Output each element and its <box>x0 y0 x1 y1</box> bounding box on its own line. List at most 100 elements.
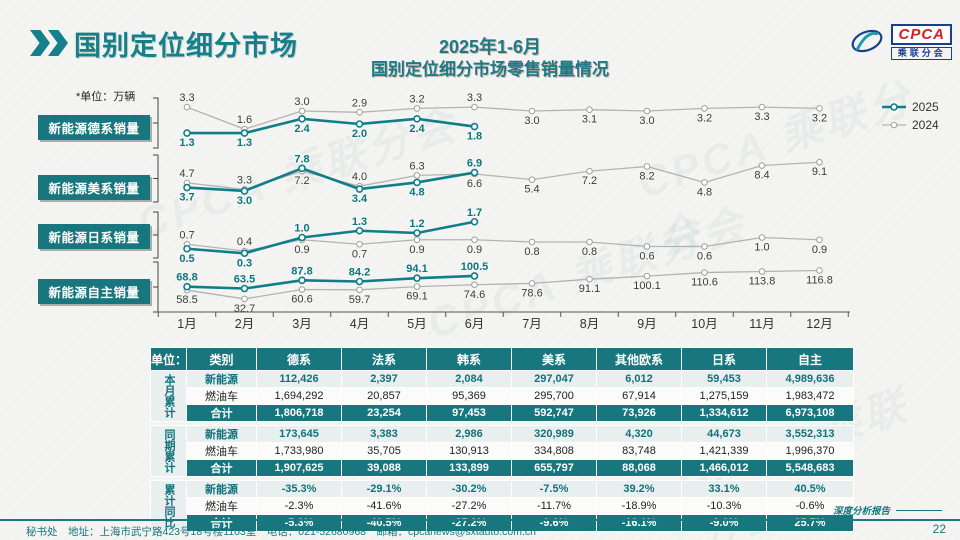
data-label: 7.2 <box>582 175 597 187</box>
point-2024 <box>701 179 708 186</box>
data-label: 1.8 <box>467 131 482 143</box>
data-label: 3.2 <box>409 93 424 105</box>
point-2024 <box>701 243 708 250</box>
data-label: 116.8 <box>806 274 833 286</box>
point-2025 <box>470 217 479 226</box>
point-2024 <box>586 167 593 175</box>
report-tag-dash <box>896 509 942 511</box>
data-label: 6.6 <box>467 178 482 190</box>
row-name-cell: 新能源 <box>186 480 257 498</box>
chevron-icon <box>30 30 50 56</box>
chart-row: 4.7 3.7 3.3 3.0 7.8 7.2 4.0 3.4 6.3 4.8 6.9 6.6 5.4 7… <box>153 152 829 208</box>
point-2024 <box>356 240 363 248</box>
chart-row: 0.7 0.5 0.4 0.3 1.0 0.9 1.3 0.7 1.2 0.9 1.7 0.9 0.8 0… <box>153 205 829 271</box>
column-header-cell: 美系 <box>511 347 597 371</box>
table-cell: 6,973,108 <box>766 404 854 422</box>
x-axis-label: 12月 <box>806 317 832 331</box>
data-label: 5.4 <box>524 184 539 196</box>
table-cell: -9.0% <box>681 514 767 532</box>
point-2024 <box>183 103 191 111</box>
line-2024 <box>186 106 820 130</box>
data-label: 63.5 <box>234 274 255 286</box>
data-label: 32.7 <box>234 303 255 315</box>
group-label-cell: 累计同比 <box>150 480 187 532</box>
data-label: 0.6 <box>697 251 712 263</box>
table-cell: 6,012 <box>596 370 682 388</box>
table-cell: 2,397 <box>341 370 427 388</box>
table-cell: 112,426 <box>256 370 342 388</box>
row-name-cell: 新能源 <box>186 425 257 443</box>
data-label: 3.7 <box>179 192 194 204</box>
point-2025 <box>240 187 249 195</box>
table-cell: 67,914 <box>596 387 682 405</box>
cpca-logo-text: CPCA <box>891 24 952 45</box>
data-label: 113.8 <box>749 275 776 287</box>
data-label: 3.2 <box>812 112 827 124</box>
data-label: 1.7 <box>467 207 482 219</box>
table-cell: 1,334,612 <box>681 404 767 422</box>
point-2025 <box>355 277 364 286</box>
point-2024 <box>298 286 306 293</box>
point-2024 <box>356 286 363 294</box>
data-label: 3.2 <box>697 112 712 124</box>
table-cell: 1,466,012 <box>681 459 767 477</box>
chart-row-label-domestic: 新能源自主销量 <box>38 279 150 304</box>
table-cell: 1,421,339 <box>681 442 767 460</box>
table-row: 累计同比 新能源 -35.3% -29.1% -30.2% -7.5% 39.2% 33.1%… <box>150 480 854 532</box>
category-header-cell: 类别 <box>186 347 257 371</box>
data-label: 74.6 <box>464 289 485 301</box>
table-cell: 655,797 <box>511 459 597 477</box>
point-2024 <box>471 103 478 111</box>
data-label: 0.5 <box>179 253 194 265</box>
table-cell: -35.3% <box>256 480 342 498</box>
data-label: 3.0 <box>237 195 252 207</box>
row-name-cell: 合计 <box>186 404 257 422</box>
point-2024 <box>758 103 766 111</box>
table-cell: 4,989,636 <box>766 370 854 388</box>
x-axis-label: 2月 <box>235 317 254 331</box>
table-cell: 73,926 <box>596 404 682 422</box>
table-cell: 59,453 <box>681 370 767 388</box>
data-label: 0.9 <box>467 244 482 256</box>
table-cell: 320,989 <box>511 425 597 443</box>
data-label: 0.9 <box>294 244 309 256</box>
chart-row: 68.8 58.5 63.5 32.7 87.8 60.6 84.2 59.7 94.1 69.1… <box>153 259 834 316</box>
report-tag: 深度分析报告 <box>833 503 942 517</box>
table-cell: 4,320 <box>596 425 682 443</box>
data-label: 9.1 <box>812 166 827 178</box>
data-label: 1.3 <box>352 216 367 228</box>
point-2025 <box>470 122 479 131</box>
data-label: 0.8 <box>524 246 539 258</box>
table-cell: 1,694,292 <box>256 387 342 405</box>
point-2025 <box>355 120 364 128</box>
data-label: 87.8 <box>291 265 312 277</box>
table-cell: -30.2% <box>426 480 512 498</box>
point-2025 <box>183 244 191 253</box>
table-cell: 2,084 <box>426 370 512 388</box>
data-label: 110.6 <box>691 277 718 289</box>
cpca-logo-subtext: 乘联分会 <box>891 47 952 60</box>
x-axis-label: 9月 <box>637 317 656 331</box>
data-label: 2.0 <box>352 128 367 140</box>
point-2024 <box>471 236 478 244</box>
table-cell: 39.2% <box>596 480 682 498</box>
page-number: 22 <box>932 522 946 536</box>
point-2025 <box>240 129 249 137</box>
chart-title: 2025年1-6月 国别定位细分市场零售销量情况 <box>290 36 690 80</box>
y-axis-bracket <box>153 211 159 259</box>
x-axis-label: 4月 <box>350 317 369 331</box>
table-cell: -11.7% <box>511 497 597 515</box>
table-cell: 33.1% <box>681 480 767 498</box>
cpca-logo: CPCA 乘联分会 <box>847 24 952 60</box>
y-axis-bracket <box>153 261 159 313</box>
point-2024 <box>528 280 536 287</box>
table-cell: 297,047 <box>511 370 597 388</box>
table-cell: -2.3% <box>256 497 342 515</box>
data-label: 84.2 <box>349 267 370 279</box>
table-cell: -5.3% <box>256 514 342 532</box>
group-label-cell: 同期累计 <box>150 425 187 477</box>
chart-title-line1: 2025年1-6月 <box>438 37 542 57</box>
table-cell: 5,548,683 <box>766 459 854 477</box>
table-cell: 1,996,370 <box>766 442 854 460</box>
sales-table-grid: 单位：辆类别德系法系韩系美系其他欧系日系自主本月累计新能源112,4262,39… <box>150 347 854 532</box>
